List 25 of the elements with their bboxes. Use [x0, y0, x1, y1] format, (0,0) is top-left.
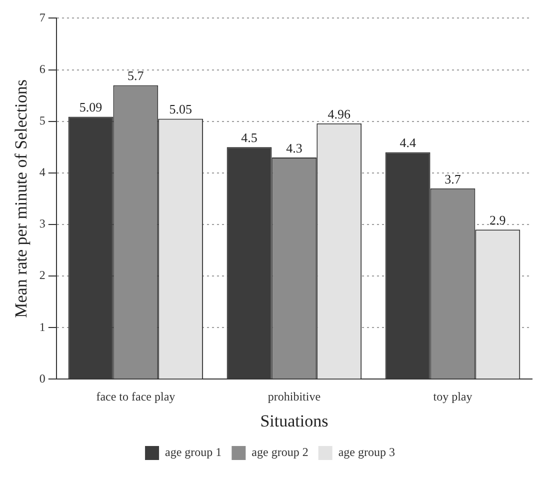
y-tick-label: 1	[39, 320, 46, 334]
legend-label: age group 2	[252, 445, 308, 460]
data-label: 5.05	[169, 102, 192, 117]
y-tick-label: 5	[39, 114, 46, 128]
data-label: 4.4	[400, 135, 416, 150]
legend-label: age group 3	[338, 445, 395, 460]
y-tick-label: 6	[39, 62, 46, 76]
y-tick-label: 3	[39, 216, 46, 231]
legend-label: age group 1	[165, 445, 222, 460]
y-axis-title: Mean rate per minute of Selections	[12, 80, 31, 318]
data-label: 4.96	[328, 106, 351, 122]
x-tick-label: face to face play	[96, 390, 176, 404]
y-tick-label: 0	[39, 371, 46, 386]
data-label: 2.9	[490, 212, 506, 228]
x-tick-label: toy play	[433, 390, 472, 404]
y-tick-label: 2	[39, 268, 46, 282]
x-tick-label: prohibitive	[268, 390, 321, 404]
y-tick-label: 4	[39, 165, 46, 180]
data-label: 5.09	[79, 100, 102, 115]
data-label: 4.3	[286, 140, 302, 156]
data-label: 3.7	[444, 171, 462, 186]
y-tick-label: 7	[39, 10, 46, 24]
data-label: 5.7	[128, 68, 144, 84]
x-axis-title: Situations	[260, 411, 328, 430]
data-label: 4.5	[241, 130, 258, 146]
